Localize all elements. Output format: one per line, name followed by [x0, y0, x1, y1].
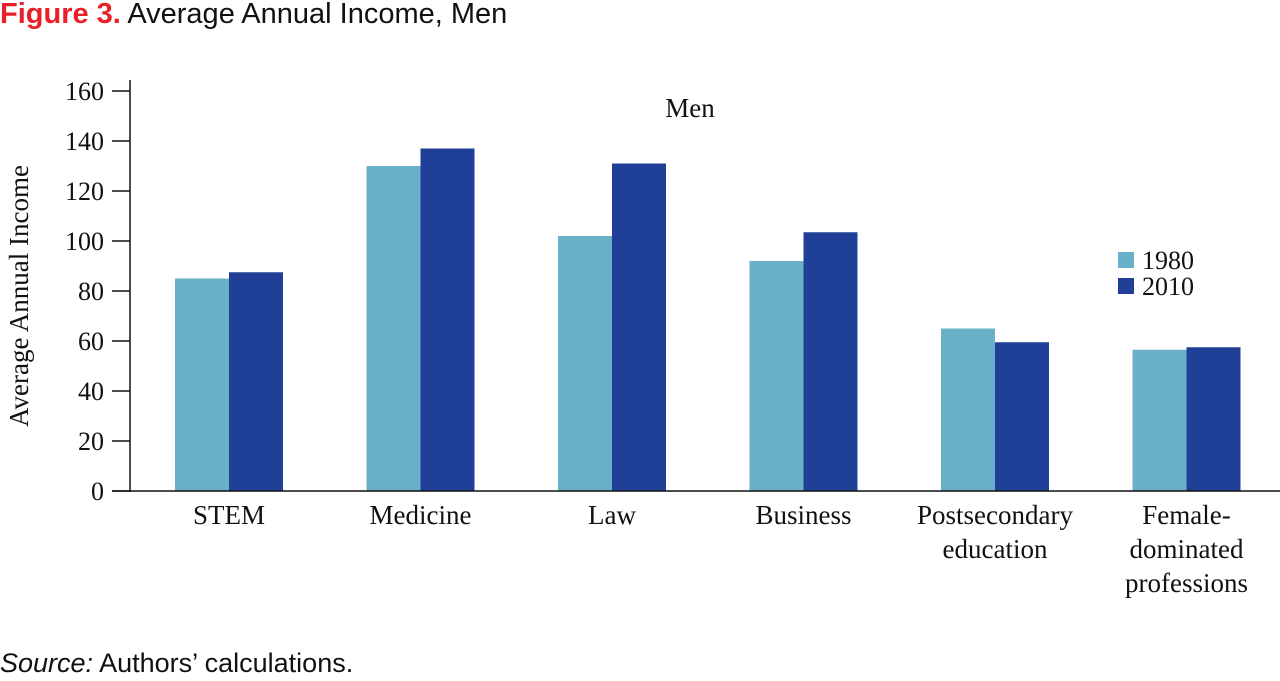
y-tick-label-140: 140 — [65, 127, 104, 156]
bar-chart: 0 20 40 60 80 100 120 140 160 Average Annual Inco… — [4, 77, 1280, 598]
legend-label-1980: 1980 — [1142, 246, 1194, 275]
bar-2010-3 — [803, 232, 858, 491]
source-label: Source: — [0, 648, 94, 678]
category-label-2: Law — [588, 500, 636, 530]
category-label-0: STEM — [193, 500, 265, 530]
bars-group — [175, 148, 1241, 491]
axes-group — [112, 80, 1280, 492]
bar-1980-3 — [749, 261, 804, 491]
y-tick-label-80: 80 — [78, 277, 104, 306]
figure-title-text: Average Annual Income, Men — [127, 0, 508, 30]
bar-2010-1 — [420, 148, 475, 491]
bar-2010-2 — [612, 163, 666, 491]
figure-label: Figure 3. — [0, 0, 121, 30]
y-tick-label-0: 0 — [91, 477, 104, 506]
chart-title: Men — [665, 93, 715, 123]
bar-2010-4 — [995, 342, 1049, 491]
y-axis-title: Average Annual Income — [4, 165, 34, 427]
legend-swatch-1980 — [1118, 252, 1134, 268]
bar-2010-5 — [1186, 347, 1241, 491]
category-label-4: Postsecondary education — [917, 500, 1073, 564]
y-tick-label-20: 20 — [78, 427, 104, 456]
y-tick-label-40: 40 — [78, 377, 104, 406]
bar-1980-2 — [558, 236, 612, 491]
bar-1980-1 — [366, 166, 421, 491]
category-label-3: Business — [755, 500, 851, 530]
y-tick-label-100: 100 — [65, 227, 104, 256]
y-tick-label-160: 160 — [65, 77, 104, 106]
bar-1980-4 — [941, 328, 995, 491]
category-label-1: Medicine — [370, 500, 472, 530]
bar-2010-0 — [229, 272, 283, 491]
bar-1980-5 — [1132, 349, 1187, 491]
legend-label-2010: 2010 — [1142, 272, 1194, 301]
source-note: Source: Authors’ calculations. — [0, 648, 353, 679]
bar-1980-0 — [175, 278, 229, 491]
legend-swatch-2010 — [1118, 278, 1134, 294]
y-tick-label-120: 120 — [65, 177, 104, 206]
labels-group: 0 20 40 60 80 100 120 140 160 Average Annual Inco… — [4, 77, 1248, 598]
y-tick-label-60: 60 — [78, 327, 104, 356]
category-label-5: Female-dominated professions — [1125, 500, 1248, 598]
source-text: Authors’ calculations. — [99, 648, 354, 678]
figure-title: Figure 3. Average Annual Income, Men — [0, 0, 507, 31]
